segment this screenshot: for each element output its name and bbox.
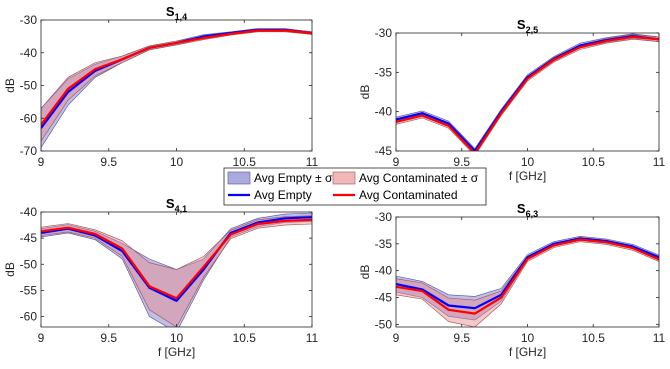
legend-swatch	[332, 171, 356, 185]
x-tick-label: 10.5	[233, 155, 257, 169]
y-axis-label: dB	[358, 265, 372, 280]
chart-panel: 9 9.5 10 10.5 11 -60 -55 -50 -45 -40 dB f [GHz] S4,1	[3, 196, 319, 359]
plot-area	[396, 217, 659, 327]
y-tick-label: -40	[375, 264, 393, 278]
plot-area	[396, 33, 659, 151]
legend: Avg Empty ± σ Avg Contaminated ± σ Avg Emp…	[223, 167, 487, 206]
x-axis-label: f [GHz]	[509, 169, 546, 183]
y-tick-label: -30	[20, 13, 38, 27]
y-axis-label: dB	[358, 85, 372, 100]
band-contaminated	[396, 237, 659, 327]
y-tick-label: -50	[375, 317, 393, 331]
chart-title: S4,1	[166, 196, 187, 214]
x-tick-label: 10	[170, 331, 184, 345]
x-tick-label: 10.5	[233, 331, 257, 345]
x-tick-label: 11	[653, 331, 666, 345]
x-axis-label: f [GHz]	[509, 345, 546, 359]
line-avg-contaminated	[41, 218, 312, 300]
x-tick-label: 10	[521, 331, 535, 345]
y-tick-label: -45	[375, 144, 393, 158]
y-tick-label: -35	[375, 237, 393, 251]
legend-label: Avg Empty	[254, 188, 312, 202]
y-tick-label: -35	[375, 65, 393, 79]
line-avg-contaminated	[396, 238, 659, 315]
legend-label: Avg Contaminated	[359, 188, 458, 202]
x-tick-label: 11	[306, 155, 319, 169]
x-tick-label: 9	[393, 331, 400, 345]
x-tick-label: 11	[306, 331, 319, 345]
y-tick-label: -50	[20, 257, 38, 271]
y-tick-label: -55	[20, 283, 38, 297]
x-tick-label: 10	[170, 155, 184, 169]
plot-content	[396, 235, 659, 327]
line-avg-empty	[41, 216, 312, 302]
x-tick-label: 10.5	[582, 331, 606, 345]
y-tick-label: -50	[20, 79, 38, 93]
x-tick-label: 10.5	[582, 155, 606, 169]
line-avg-contaminated	[396, 35, 659, 151]
x-tick-label: 9	[393, 155, 400, 169]
plot-content	[396, 33, 659, 151]
chart-title: S1,4	[166, 4, 187, 22]
x-tick-label: 9.5	[100, 155, 117, 169]
chart-panel: 9 9.5 10 10.5 11 -45 -40 -35 -30 dB f [GHz] S2,5	[358, 17, 666, 183]
legend-swatch	[227, 171, 251, 185]
y-tick-label: -40	[20, 46, 38, 60]
chart-title: S6,3	[517, 201, 538, 219]
y-tick-label: -60	[20, 111, 38, 125]
x-tick-label: 9.5	[453, 331, 470, 345]
x-tick-label: 10	[521, 155, 535, 169]
y-tick-label: -45	[375, 290, 393, 304]
y-tick-label: -45	[20, 231, 38, 245]
y-tick-label: -60	[20, 310, 38, 324]
legend-label: Avg Contaminated ± σ	[359, 171, 479, 185]
y-tick-label: -30	[375, 26, 393, 40]
chart-panel: 9 9.5 10 10.5 11 -70 -60 -50 -40 -30 dB S1,4	[3, 4, 319, 169]
y-axis-label: dB	[3, 78, 17, 93]
x-axis-label: f [GHz]	[158, 345, 195, 359]
chart-panel: 9 9.5 10 10.5 11 -50 -45 -40 -35 -30 dB f [GHz] S6,3	[358, 201, 666, 359]
x-tick-label: 9	[38, 155, 45, 169]
band-contaminated	[41, 28, 312, 142]
line-avg-contaminated	[41, 29, 312, 126]
line-avg-empty	[396, 237, 659, 310]
y-tick-label: -30	[375, 210, 393, 224]
y-tick-label: -40	[375, 105, 393, 119]
y-tick-label: -40	[20, 205, 38, 219]
plot-content	[41, 28, 312, 149]
plot-content	[41, 212, 312, 327]
x-tick-label: 9.5	[453, 155, 470, 169]
x-tick-label: 11	[653, 155, 666, 169]
chart-panels: 9 9.5 10 10.5 11 -70 -60 -50 -40 -30 dB S1,4 9 9.5 10 1…	[3, 4, 666, 359]
y-axis-label: dB	[3, 262, 17, 277]
chart-title: S2,5	[517, 17, 538, 35]
y-tick-label: -70	[20, 144, 38, 158]
x-tick-label: 9.5	[100, 331, 117, 345]
legend-label: Avg Empty ± σ	[254, 171, 333, 185]
x-tick-label: 9	[38, 331, 45, 345]
